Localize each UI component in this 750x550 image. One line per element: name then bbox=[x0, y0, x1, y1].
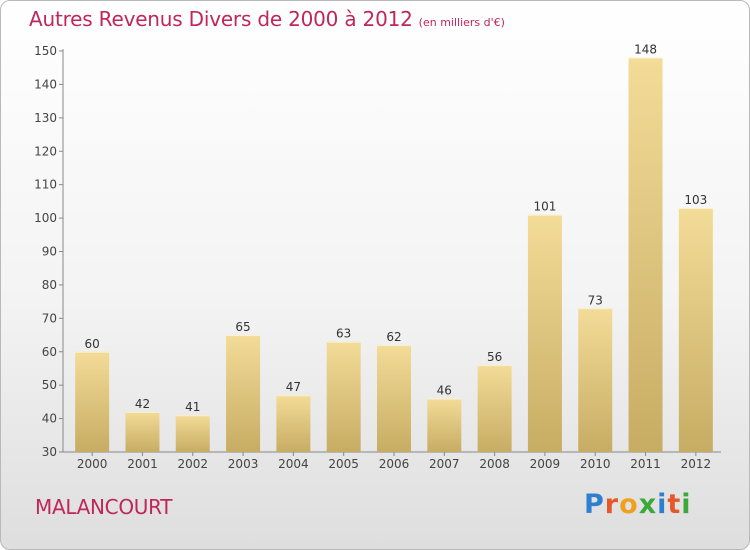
y-tick-label: 50 bbox=[42, 378, 57, 392]
y-tick-label: 140 bbox=[34, 77, 57, 91]
bar-value-label: 63 bbox=[336, 327, 351, 341]
x-tick-label: 2002 bbox=[177, 457, 208, 471]
bar-value-label: 65 bbox=[235, 320, 250, 334]
logo-letter: r bbox=[604, 489, 620, 520]
chart-title-block: Autres Revenus Divers de 2000 à 2012 (en … bbox=[29, 7, 505, 31]
bar-value-label: 62 bbox=[386, 330, 401, 344]
logo-letter: t bbox=[667, 489, 682, 520]
bar bbox=[276, 395, 311, 452]
bar-value-label: 60 bbox=[85, 337, 100, 351]
x-tick-label: 2005 bbox=[328, 457, 359, 471]
logo-letter: i bbox=[657, 489, 668, 520]
x-tick-label: 2001 bbox=[127, 457, 158, 471]
x-tick-label: 2009 bbox=[530, 457, 561, 471]
bar bbox=[125, 411, 160, 452]
logo-letter: P bbox=[584, 489, 605, 520]
bar bbox=[377, 345, 411, 452]
axes-layer: 30 40 50 60 70 80 90 100 110 120 130 140 150 2000 2001… bbox=[34, 44, 721, 471]
bar bbox=[75, 351, 110, 452]
bar-value-label: 148 bbox=[634, 43, 657, 57]
y-tick-label: 70 bbox=[42, 311, 57, 325]
bar-value-label: 73 bbox=[588, 293, 603, 307]
bars-layer bbox=[75, 57, 713, 452]
y-tick-label: 130 bbox=[34, 111, 57, 125]
chart-subtitle: (en milliers d'€) bbox=[418, 16, 505, 29]
logo-letter: i bbox=[681, 489, 692, 520]
x-tick-label: 2006 bbox=[379, 457, 410, 471]
chart-title: Autres Revenus Divers de 2000 à 2012 bbox=[29, 7, 413, 31]
x-tick-label: 2012 bbox=[681, 457, 712, 471]
bar bbox=[326, 341, 361, 452]
logo-letter: o bbox=[619, 489, 639, 520]
proxiti-logo: Proxiti bbox=[584, 489, 692, 520]
x-tick-label: 2000 bbox=[77, 457, 108, 471]
bar-value-label: 56 bbox=[487, 350, 502, 364]
y-tick-label: 100 bbox=[34, 211, 57, 225]
bar-value-label: 101 bbox=[533, 200, 556, 214]
bar-value-label: 46 bbox=[437, 384, 452, 398]
x-tick-label: 2007 bbox=[429, 457, 460, 471]
x-tick-label: 2011 bbox=[630, 457, 661, 471]
y-tick-label: 30 bbox=[42, 445, 57, 459]
y-tick-label: 90 bbox=[42, 245, 57, 259]
bar bbox=[226, 335, 261, 452]
y-tick-label: 150 bbox=[34, 44, 57, 58]
bar bbox=[427, 398, 462, 452]
bar-value-label: 47 bbox=[286, 380, 301, 394]
commune-name: MALANCOURT bbox=[35, 495, 173, 519]
x-tick-label: 2010 bbox=[580, 457, 611, 471]
bar-value-label: 103 bbox=[684, 193, 707, 207]
x-tick-label: 2004 bbox=[278, 457, 309, 471]
bar bbox=[678, 208, 713, 452]
bar bbox=[527, 214, 562, 452]
bar-value-label: 41 bbox=[185, 400, 200, 414]
y-tick-label: 80 bbox=[42, 278, 57, 292]
bar bbox=[628, 57, 663, 452]
y-tick-label: 40 bbox=[42, 412, 57, 426]
bar bbox=[477, 365, 512, 452]
labels-layer: 60 42 41 65 47 63 62 46 56 101 73 148 103 bbox=[85, 43, 708, 415]
y-tick-label: 120 bbox=[34, 144, 57, 158]
bar bbox=[175, 415, 210, 452]
logo-letter: x bbox=[638, 489, 658, 520]
y-tick-label: 110 bbox=[34, 178, 57, 192]
y-tick-label: 60 bbox=[42, 345, 57, 359]
bar-value-label: 42 bbox=[135, 397, 150, 411]
x-tick-label: 2003 bbox=[228, 457, 259, 471]
x-tick-label: 2008 bbox=[479, 457, 510, 471]
bar bbox=[578, 308, 613, 452]
